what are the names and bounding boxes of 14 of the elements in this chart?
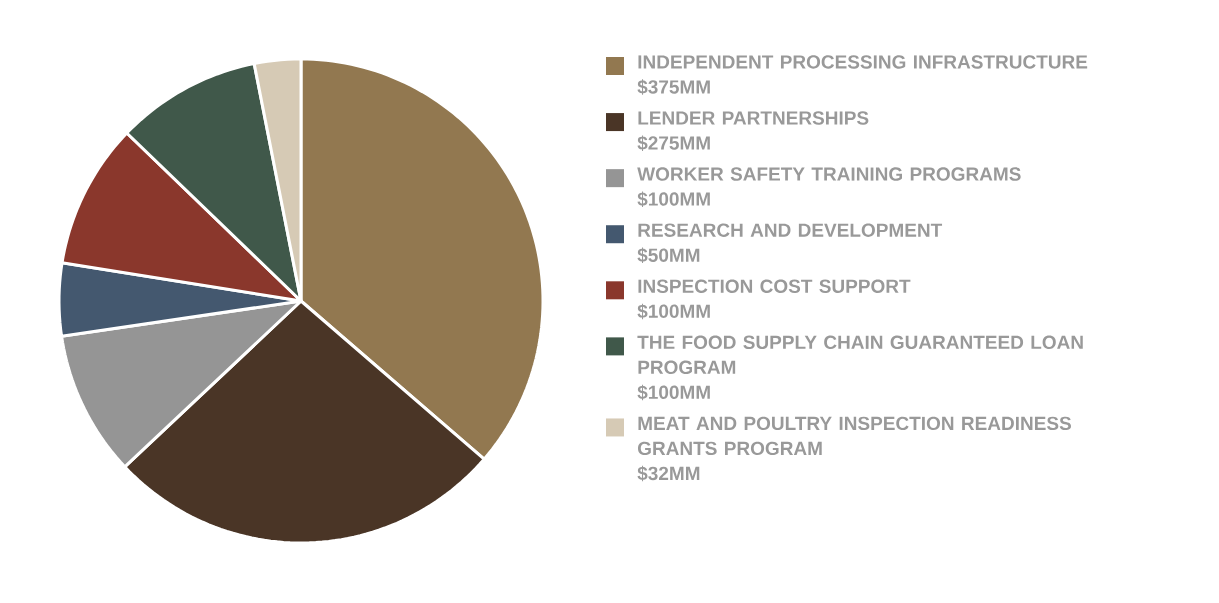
legend-label: THE FOOD SUPPLY CHAIN GUARANTEED LOAN PROGRAM: [637, 335, 1083, 375]
legend-label: INDEPENDENT PROCESSING INFRASTRUCTURE: [638, 55, 1088, 69]
data-label: $375MM: [637, 79, 710, 95]
legend-label: LENDER PARTNERSHIPS: [638, 111, 869, 125]
data-label: $32MM: [637, 465, 700, 482]
data-label: $100MM: [637, 303, 710, 320]
data-label: $100MM: [637, 384, 710, 401]
data-label: $100MM: [637, 191, 710, 208]
legend-label: MEAT AND POULTRY INSPECTION READINESS GRANTS PROGRAM: [637, 416, 1071, 456]
data-label: $50MM: [637, 247, 700, 264]
legend-label: RESEARCH AND DEVELOPMENT: [638, 223, 943, 237]
legend-label: WORKER SAFETY TRAINING PROGRAMS: [637, 167, 1021, 181]
data-label: $275MM: [637, 135, 710, 151]
legend-label: INSPECTION COST SUPPORT: [638, 279, 911, 293]
